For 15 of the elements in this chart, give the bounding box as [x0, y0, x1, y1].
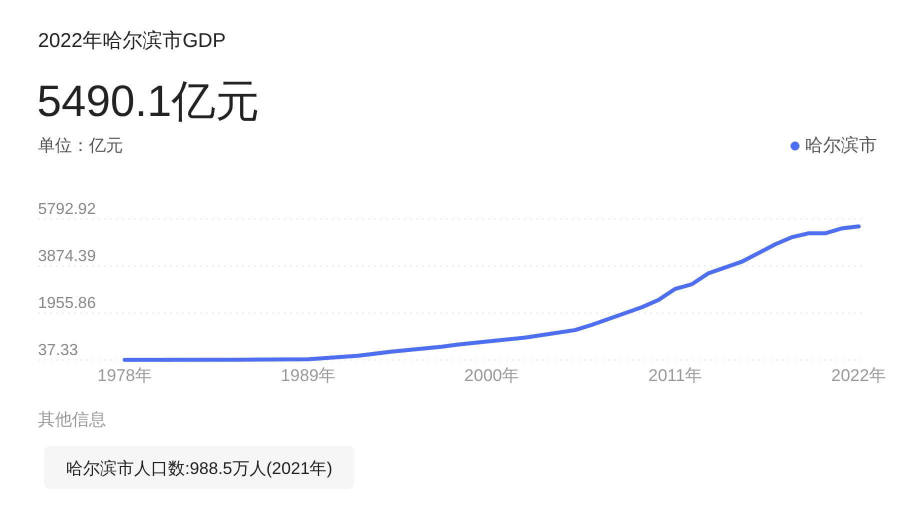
y-tick-label: 3874.39 [38, 248, 96, 265]
text: 其他信息 [38, 410, 106, 429]
x-tick-label: 1989年 [280, 366, 336, 385]
x-tick-label: 2011年 [648, 366, 702, 385]
text: 哈尔滨市人口数:988.5万人(2021年) [66, 459, 332, 478]
x-tick-label: 2000年 [464, 366, 520, 385]
legend-label: 哈尔滨市 [805, 135, 877, 155]
y-tick-label: 37.33 [38, 342, 78, 359]
chart-subtitle: 5490.1亿元 [37, 77, 260, 126]
y-tick-label: 1955.86 [38, 295, 96, 312]
x-tick-label: 1978年 [97, 366, 152, 385]
x-tick-label: 2022年 [831, 366, 886, 385]
y-axis-title: 单位：亿元 [38, 136, 123, 155]
y-tick-label: 5792.92 [38, 201, 96, 218]
chart-title: 2022年哈尔滨市GDP [38, 30, 226, 52]
